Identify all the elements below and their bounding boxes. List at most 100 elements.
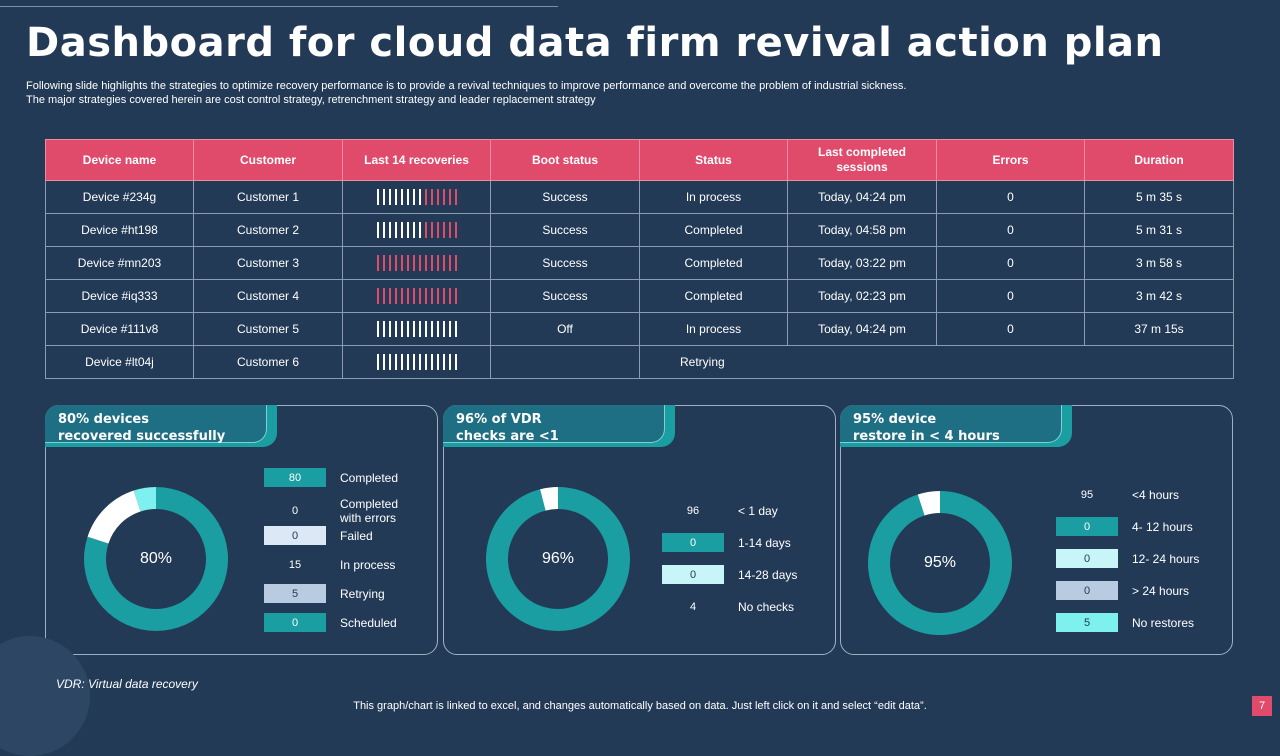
cell-duration: 5 m 31 s xyxy=(1084,213,1234,247)
cell-customer: Customer 2 xyxy=(193,213,343,247)
legend-value: 5 xyxy=(264,584,326,603)
donut-chart xyxy=(868,491,1012,635)
cell-last-session: Today, 04:24 pm xyxy=(787,312,937,346)
recovery-bar xyxy=(388,222,391,238)
legend-value: 0 xyxy=(662,533,724,552)
cell-device: Device #iq333 xyxy=(45,279,194,313)
header-customer: Customer xyxy=(193,139,343,181)
recovery-bar xyxy=(418,354,421,370)
header-errors: Errors xyxy=(936,139,1085,181)
header-status: Status xyxy=(639,139,788,181)
recovery-bar xyxy=(406,222,409,238)
cell-last-session: Today, 04:58 pm xyxy=(787,213,937,247)
legend-item: 0 Failed xyxy=(264,526,373,545)
legend-label: No restores xyxy=(1132,615,1195,630)
header-duration: Duration xyxy=(1084,139,1234,181)
donut-center-value: 95% xyxy=(923,554,957,571)
panel-heading: 95% device restore in < 4 hours xyxy=(853,411,1000,445)
recovery-bar xyxy=(424,255,427,271)
donut-segment xyxy=(486,487,630,631)
recovery-bars xyxy=(376,222,457,238)
cell-last-session: Today, 03:22 pm xyxy=(787,246,937,280)
legend-item: 95 <4 hours xyxy=(1056,485,1179,504)
recovery-bar xyxy=(412,189,415,205)
donut-segment xyxy=(84,487,229,631)
cell-errors: 0 xyxy=(936,246,1085,280)
cell-customer: Customer 6 xyxy=(193,345,343,379)
legend-value: 0 xyxy=(1056,549,1118,568)
cell-recoveries xyxy=(342,345,491,379)
cell-duration: 5 m 35 s xyxy=(1084,180,1234,214)
recovery-bar xyxy=(382,354,385,370)
cell-errors: 0 xyxy=(936,180,1085,214)
cell-duration: 37 m 15s xyxy=(1084,312,1234,346)
recovery-bar xyxy=(382,255,385,271)
legend-item: 15 In process xyxy=(264,555,395,574)
legend-item: 96 < 1 day xyxy=(662,501,778,520)
cell-customer: Customer 5 xyxy=(193,312,343,346)
recovery-bar xyxy=(436,255,439,271)
subtitle-line-2: The major strategies covered herein are … xyxy=(26,94,596,106)
footer-note: This graph/chart is linked to excel, and… xyxy=(353,700,927,712)
donut-segment xyxy=(540,487,558,511)
legend-value: 0 xyxy=(264,526,326,545)
cell-customer: Customer 1 xyxy=(193,180,343,214)
recovery-bar xyxy=(388,288,391,304)
recovery-bar xyxy=(376,288,379,304)
recovery-bar xyxy=(406,354,409,370)
cell-errors: 0 xyxy=(936,279,1085,313)
legend-value: 96 xyxy=(686,504,700,517)
legend-label: Retrying xyxy=(340,586,385,601)
recovery-bar xyxy=(448,189,451,205)
footnote: VDR: Virtual data recovery xyxy=(56,677,198,691)
recovery-bar xyxy=(430,321,433,337)
legend-value: 0 xyxy=(662,565,724,584)
cell-status: In process xyxy=(639,312,788,346)
panel-vdr-checks: 96% of VDR checks are <1 96% 96 < 1 day 0 1… xyxy=(443,405,836,655)
legend-label: In process xyxy=(340,557,396,572)
table-row: Device #111v8 Customer 5 Off In process … xyxy=(45,312,1234,346)
recovery-bar xyxy=(418,321,421,337)
panel-heading: 80% devices recovered successfully xyxy=(58,411,225,445)
panel-heading-line-1: 96% of VDR xyxy=(456,412,542,427)
recovery-bar xyxy=(406,189,409,205)
recovery-bar xyxy=(388,255,391,271)
header-last-completed-sessions: Last completed sessions xyxy=(787,139,937,181)
cell-recoveries xyxy=(342,180,491,214)
recovery-bar xyxy=(448,222,451,238)
recovery-bar xyxy=(394,255,397,271)
cell-recoveries xyxy=(342,279,491,313)
table-row: Device #iq333 Customer 4 Success Complet… xyxy=(45,279,1234,313)
legend-item: 0 Completed with errors xyxy=(264,497,398,525)
legend-label: Completed xyxy=(340,470,399,485)
panel-device-restore: 95% device restore in < 4 hours 95% 95 <4… xyxy=(840,405,1233,655)
panel-heading-line-1: 80% devices xyxy=(58,412,149,427)
donut-chart xyxy=(84,487,229,631)
recovery-bar xyxy=(436,222,439,238)
recovery-bar xyxy=(412,222,415,238)
recovery-bar xyxy=(400,321,403,337)
legend-value: 4 xyxy=(689,600,697,613)
recovery-bar xyxy=(430,222,433,238)
legend-item: 0 Scheduled xyxy=(264,613,397,632)
recovery-bar xyxy=(448,354,451,370)
legend-value: 15 xyxy=(288,558,302,571)
recovery-bar xyxy=(382,189,385,205)
recovery-bars xyxy=(376,255,457,271)
recovery-bar xyxy=(448,255,451,271)
cell-errors: 0 xyxy=(936,312,1085,346)
legend-item: 5 Retrying xyxy=(264,584,385,603)
legend-item: 0 12- 24 hours xyxy=(1056,549,1199,568)
recovery-bar xyxy=(442,189,445,205)
cell-errors: 0 xyxy=(936,213,1085,247)
page-subtitle: Following slide highlights the strategie… xyxy=(26,79,1126,107)
subtitle-line-1: Following slide highlights the strategie… xyxy=(26,80,907,92)
donut-center-value: 80% xyxy=(139,550,173,567)
page-number: 7 xyxy=(1252,696,1272,716)
recovery-bars xyxy=(376,354,457,370)
recovery-bar xyxy=(454,189,457,205)
recovery-bar xyxy=(376,354,379,370)
cell-device: Device #mn203 xyxy=(45,246,194,280)
donut-center-value: 96% xyxy=(541,550,575,567)
recovery-bar xyxy=(430,255,433,271)
